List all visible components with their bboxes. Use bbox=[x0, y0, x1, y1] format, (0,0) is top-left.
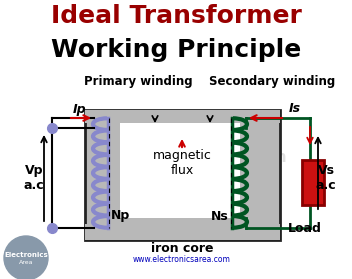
Bar bbox=[120, 123, 240, 218]
Text: magnetic
flux: magnetic flux bbox=[152, 149, 212, 177]
Bar bbox=[85, 224, 280, 240]
Bar bbox=[302, 160, 324, 205]
Text: electronicsarea.com: electronicsarea.com bbox=[113, 150, 287, 165]
Bar bbox=[85, 110, 280, 240]
Text: iron core: iron core bbox=[151, 242, 213, 254]
Bar bbox=[85, 110, 280, 123]
Text: Secondary winding: Secondary winding bbox=[209, 76, 335, 88]
Text: Electronics: Electronics bbox=[4, 252, 48, 258]
Text: Vp
a.c: Vp a.c bbox=[24, 164, 44, 192]
Text: Area: Area bbox=[19, 261, 33, 266]
Text: Ip: Ip bbox=[73, 102, 87, 116]
Text: Ideal Transformer: Ideal Transformer bbox=[51, 4, 301, 28]
Text: www.electronicsarea.com: www.electronicsarea.com bbox=[133, 254, 231, 263]
Text: Working Principle: Working Principle bbox=[51, 38, 301, 62]
Text: Ns: Ns bbox=[211, 210, 229, 222]
Text: Load: Load bbox=[288, 222, 322, 235]
Text: Np: Np bbox=[111, 210, 130, 222]
Text: Primary winding: Primary winding bbox=[84, 76, 192, 88]
Text: Is: Is bbox=[289, 102, 301, 116]
Text: Vs
a.c: Vs a.c bbox=[316, 164, 336, 192]
Circle shape bbox=[4, 236, 48, 279]
